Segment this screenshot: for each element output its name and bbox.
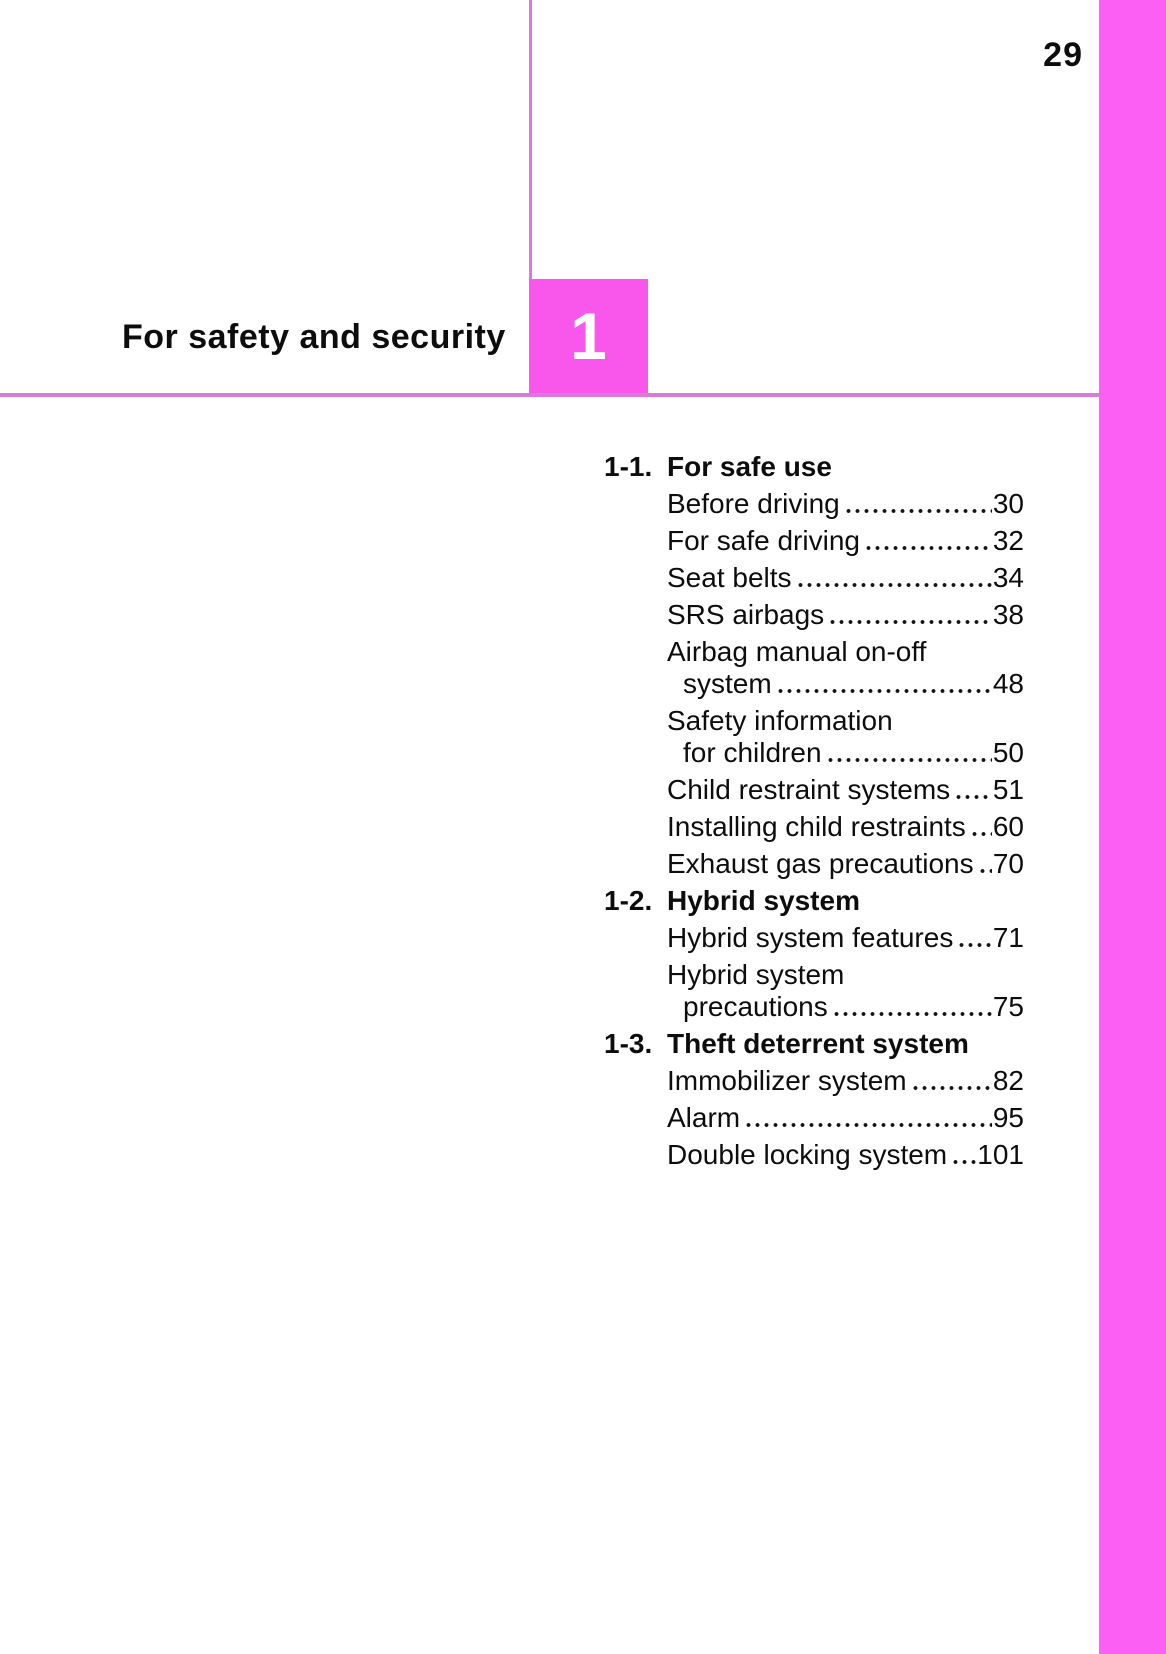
- toc-section-number: 1-3.: [604, 1028, 653, 1059]
- toc-entry: Immobilizer system 82: [604, 1062, 1024, 1099]
- toc-section-title: Theft deterrent system: [667, 1028, 969, 1059]
- toc-entry-line1: Safety information: [667, 705, 893, 736]
- toc-section-number: 1-1.: [604, 451, 653, 482]
- toc-entry: For safe driving 32: [604, 522, 1024, 559]
- toc-entry-label: Immobilizer system: [667, 1065, 907, 1096]
- toc-entry-page: 50: [992, 737, 1024, 768]
- toc-entry: precautions 75: [604, 988, 1024, 1025]
- toc-dot-leader: [775, 665, 992, 702]
- toc-section-title: Hybrid system: [667, 885, 860, 916]
- toc-dot-leader: [828, 596, 992, 633]
- toc-entry-line1: Airbag manual on-off: [667, 636, 927, 667]
- toc-entry-page: 82: [992, 1065, 1024, 1096]
- table-of-contents: 1-1. For safe use Before driving 30 For safe…: [604, 448, 1024, 1173]
- toc-dot-leader: [795, 559, 992, 596]
- toc-entry-label: precautions: [683, 991, 828, 1022]
- toc-entry-label: Installing child restraints: [667, 811, 966, 842]
- toc-dot-leader: [977, 845, 992, 882]
- chapter-divider-vertical: [529, 0, 532, 280]
- toc-dot-leader: [910, 1062, 992, 1099]
- toc-section-title: For safe use: [667, 451, 832, 482]
- toc-entry-page: 71: [992, 922, 1024, 953]
- toc-entry: Alarm 95: [604, 1099, 1024, 1136]
- toc-entry-label: For safe driving: [667, 525, 860, 556]
- toc-dot-leader: [969, 808, 992, 845]
- toc-dot-leader: [863, 522, 992, 559]
- toc-entry-label: Child restraint systems: [667, 774, 951, 805]
- toc-entry: Seat belts 34: [604, 559, 1024, 596]
- toc-entry-page: 38: [992, 599, 1024, 630]
- toc-entry-page: 51: [992, 774, 1024, 805]
- chapter-number-box: 1: [529, 279, 648, 397]
- toc-entry-label: for children: [683, 737, 822, 768]
- toc-dot-leader: [951, 1136, 977, 1173]
- toc-entry: for children 50: [604, 734, 1024, 771]
- toc-entry: Exhaust gas precautions 70: [604, 845, 1024, 882]
- page-number: 29: [1043, 36, 1083, 74]
- toc-entry: SRS airbags 38: [604, 596, 1024, 633]
- toc-entry-label: Hybrid system features: [667, 922, 954, 953]
- toc-entry-page: 48: [992, 668, 1024, 699]
- chapter-number: 1: [570, 299, 607, 373]
- toc-entry: Double locking system 101: [604, 1136, 1024, 1173]
- toc-entry: Child restraint systems 51: [604, 771, 1024, 808]
- toc-dot-leader: [825, 734, 992, 771]
- toc-entry-page: 60: [992, 811, 1024, 842]
- toc-entry-label: Before driving: [667, 488, 840, 519]
- toc-entry-label: Exhaust gas precautions: [667, 848, 974, 879]
- chapter-color-band: [1099, 0, 1166, 1654]
- toc-entry-page: 95: [992, 1102, 1024, 1133]
- toc-entry-label: SRS airbags: [667, 599, 825, 630]
- toc-entry-label: system: [683, 668, 772, 699]
- toc-entry-line1: Hybrid system: [667, 959, 845, 990]
- toc-entry-page: 75: [992, 991, 1024, 1022]
- toc-entry: Installing child restraints 60: [604, 808, 1024, 845]
- toc-dot-leader: [744, 1099, 992, 1136]
- toc-entry: system 48: [604, 665, 1024, 702]
- chapter-divider-horizontal: [0, 393, 1099, 397]
- chapter-title: For safety and security: [122, 318, 506, 356]
- toc-entry-page: 30: [992, 488, 1024, 519]
- toc-entry-label: Seat belts: [667, 562, 792, 593]
- toc-entry-page: 70: [992, 848, 1024, 879]
- toc-section-header: 1-1. For safe use: [604, 448, 1024, 485]
- toc-entry-label: Alarm: [667, 1102, 741, 1133]
- toc-dot-leader: [843, 485, 992, 522]
- toc-entry-label: Double locking system: [667, 1139, 948, 1170]
- toc-entry-page: 101: [977, 1139, 1024, 1170]
- toc-section-header: 1-3. Theft deterrent system: [604, 1025, 1024, 1062]
- toc-dot-leader: [831, 988, 992, 1025]
- toc-dot-leader: [954, 771, 992, 808]
- toc-entry: Before driving 30: [604, 485, 1024, 522]
- toc-section-number: 1-2.: [604, 885, 653, 916]
- toc-section-header: 1-2. Hybrid system: [604, 882, 1024, 919]
- toc-entry-page: 34: [992, 562, 1024, 593]
- toc-entry: Hybrid system features 71: [604, 919, 1024, 956]
- toc-entry-page: 32: [992, 525, 1024, 556]
- toc-dot-leader: [957, 919, 992, 956]
